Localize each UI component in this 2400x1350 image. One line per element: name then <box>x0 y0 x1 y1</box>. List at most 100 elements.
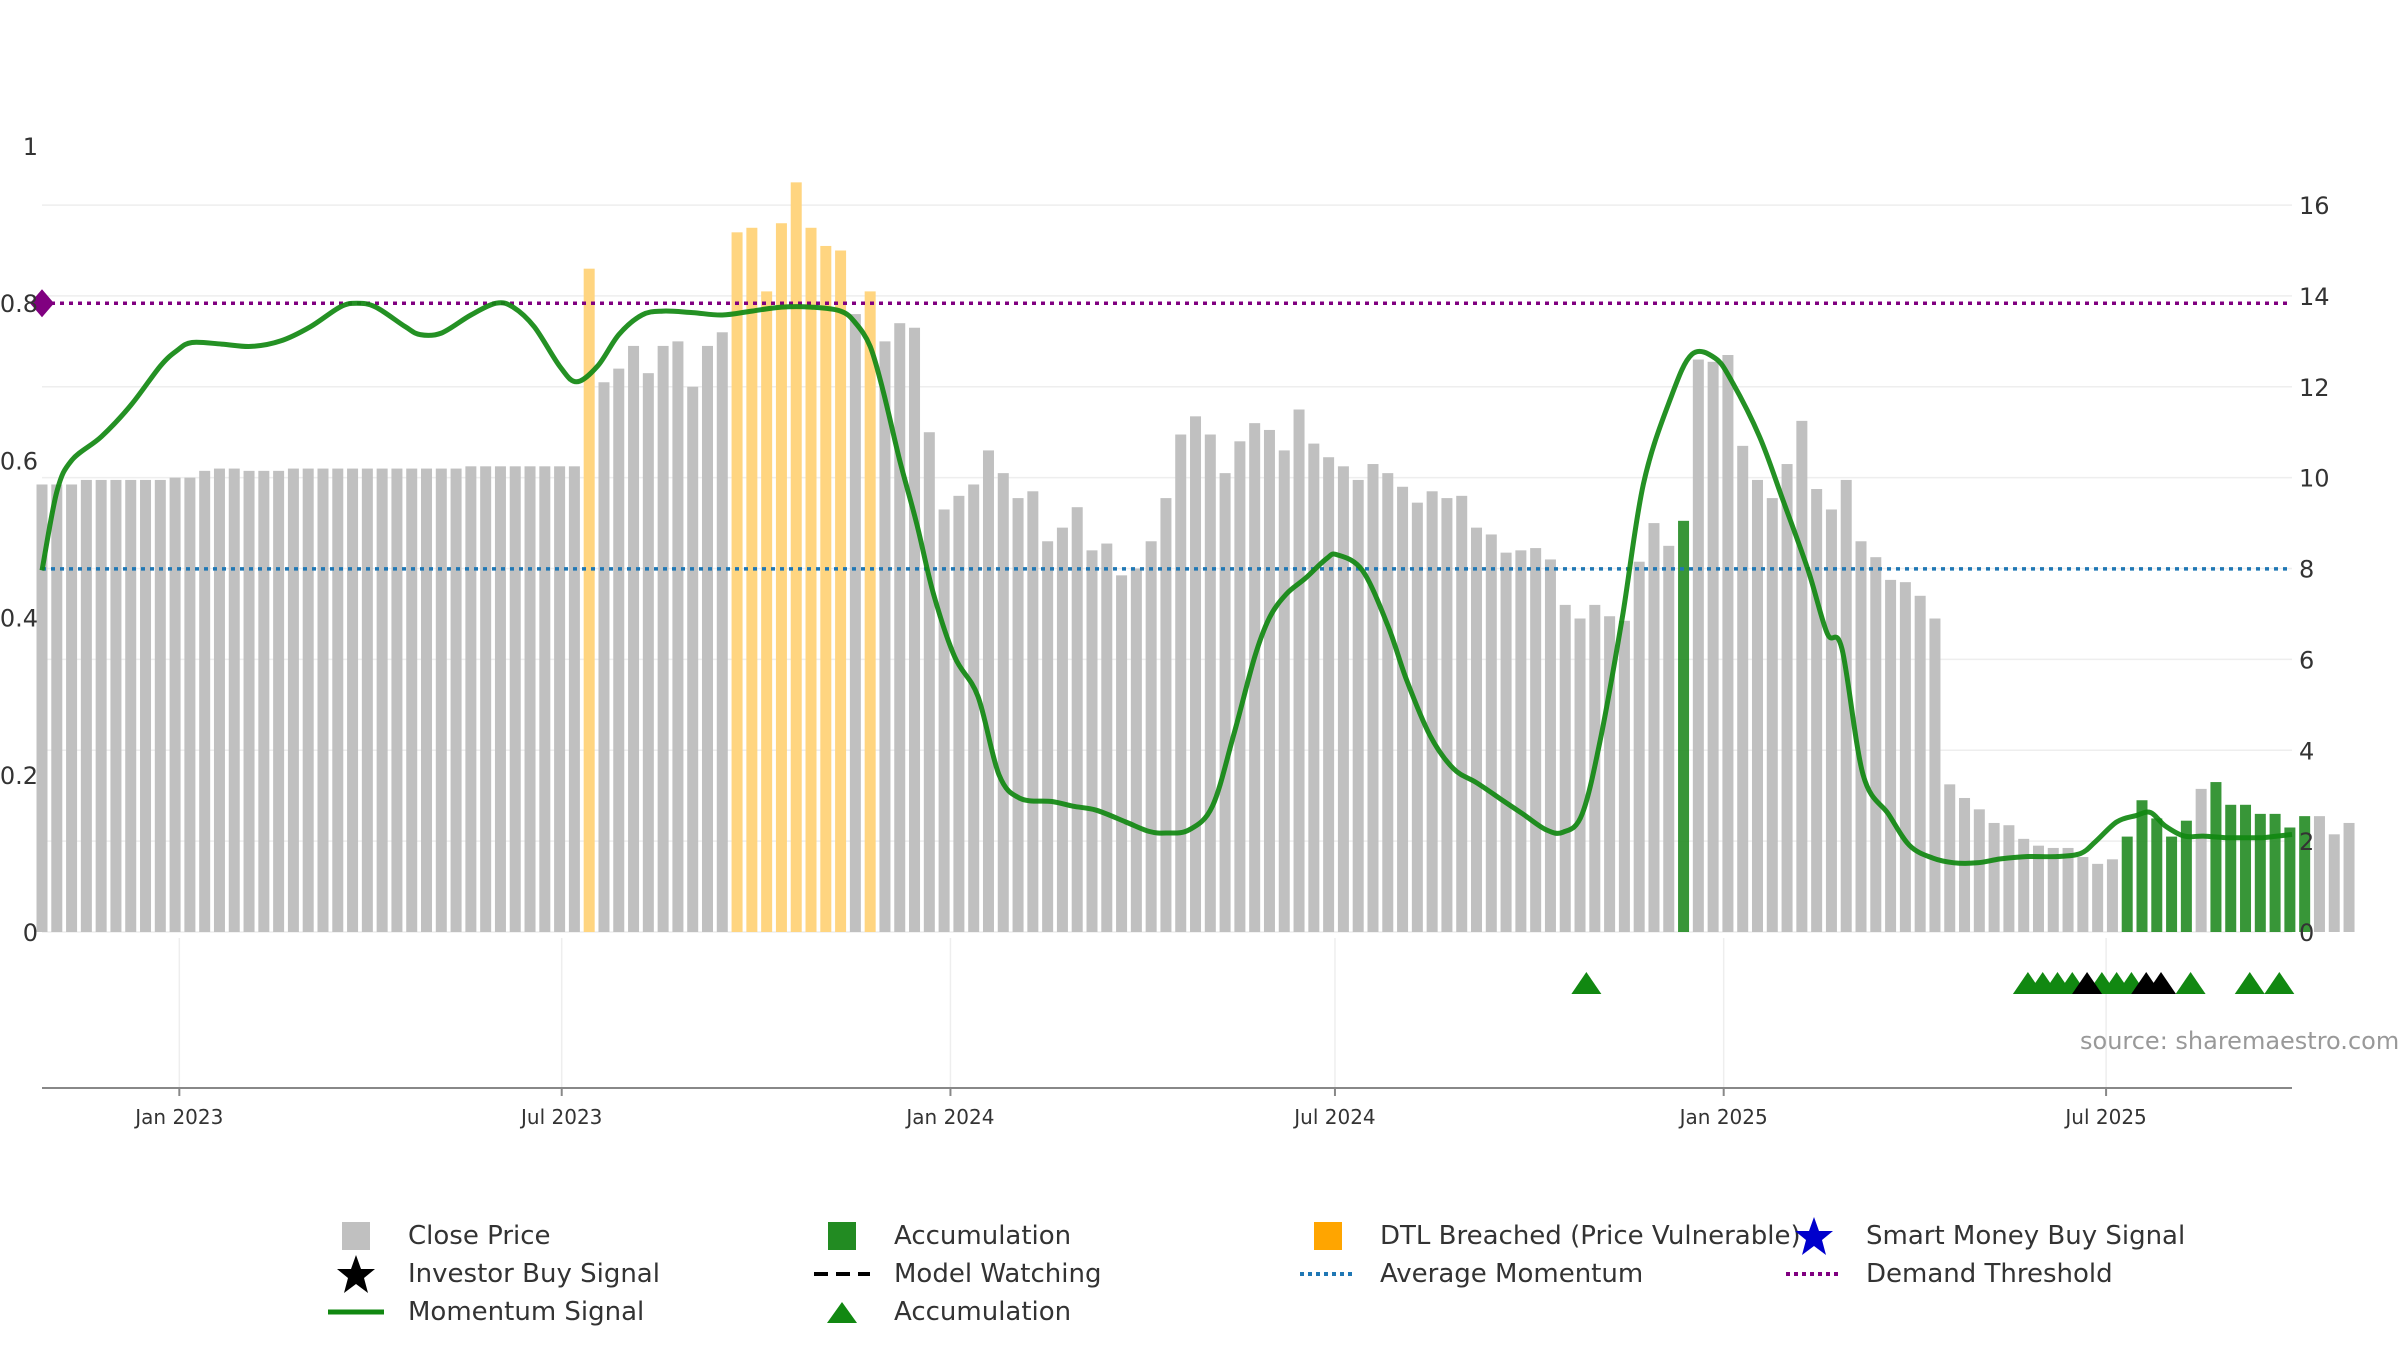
price-bar <box>1308 443 1320 932</box>
price-bar <box>1678 520 1690 932</box>
price-bar <box>1737 445 1749 932</box>
price-bar <box>36 484 48 932</box>
price-bar <box>746 227 758 933</box>
close-price-swatch <box>320 1218 392 1254</box>
price-bar <box>1086 550 1098 932</box>
price-bar <box>583 268 595 932</box>
price-bar <box>1929 618 1941 932</box>
accumulation-marker <box>2234 972 2265 994</box>
price-bar <box>66 484 78 932</box>
legend-label: Accumulation <box>894 1221 1072 1251</box>
legend-item-close-price: Close Price <box>320 1218 551 1254</box>
price-bar <box>879 341 891 933</box>
price-bar <box>687 386 699 932</box>
price-bar <box>1012 498 1024 932</box>
signal-markers <box>1571 972 2295 994</box>
price-bar <box>125 479 137 932</box>
legend-label: DTL Breached (Price Vulnerable) <box>1380 1221 1801 1251</box>
price-bar <box>465 466 477 932</box>
price-bar <box>568 466 580 932</box>
price-bar <box>1219 473 1231 932</box>
price-bar <box>1263 429 1275 932</box>
investor-buy-marker <box>2072 972 2103 994</box>
legend-item-dtl-breached: DTL Breached (Price Vulnerable) <box>1292 1218 1801 1254</box>
price-bar <box>1471 527 1483 932</box>
price-bar <box>524 466 536 932</box>
price-bar <box>95 479 107 932</box>
price-bar <box>628 345 640 933</box>
y-left-tick-label: 0.6 <box>0 447 38 475</box>
price-bar <box>1160 498 1172 932</box>
price-bar <box>701 345 713 933</box>
legend-item-demand-threshold: Demand Threshold <box>1778 1256 2113 1292</box>
price-bar <box>613 368 625 932</box>
price-bar <box>923 432 935 932</box>
y-right-tick-label: 14 <box>2299 283 2330 311</box>
reference-lines <box>30 289 2292 571</box>
price-bar <box>2032 845 2044 932</box>
price-bar <box>2254 813 2266 932</box>
price-bar <box>982 450 994 932</box>
x-tick-label: Jul 2023 <box>519 1105 602 1129</box>
price-bar <box>1633 561 1645 932</box>
legend-item-momentum-signal: Momentum Signal <box>320 1294 644 1330</box>
price-bar <box>598 382 610 932</box>
y-right-tick-label: 0 <box>2299 919 2314 947</box>
price-bar <box>421 468 433 932</box>
price-bar <box>2121 836 2133 932</box>
x-tick-label: Jan 2023 <box>133 1105 223 1129</box>
price-bar <box>1840 479 1852 932</box>
price-bar <box>1500 552 1512 932</box>
price-bar <box>642 373 654 933</box>
price-bar <box>1441 498 1453 932</box>
price-bar <box>2328 834 2340 932</box>
price-bar <box>1323 457 1335 932</box>
price-bar <box>2047 847 2059 932</box>
price-bar <box>258 470 270 932</box>
y-right-tick-label: 12 <box>2299 374 2330 402</box>
price-bar <box>1574 618 1586 932</box>
price-bar <box>1234 441 1246 932</box>
investor-buy-marker <box>2146 972 2177 994</box>
star-icon <box>1778 1217 1850 1255</box>
price-bar <box>1367 464 1379 932</box>
price-bar <box>1485 534 1497 932</box>
price-bar <box>480 466 492 932</box>
price-bar <box>761 291 773 932</box>
price-bar <box>1056 527 1068 932</box>
star-icon <box>320 1255 392 1293</box>
y-right-tick-label: 2 <box>2299 828 2314 856</box>
dotted-line-swatch <box>1778 1256 1850 1292</box>
price-bar <box>1914 595 1926 932</box>
legend-label: Accumulation <box>894 1297 1072 1327</box>
price-bar <box>1293 409 1305 932</box>
legend-label: Model Watching <box>894 1259 1102 1289</box>
price-bar <box>169 477 181 932</box>
price-bar <box>2299 816 2311 932</box>
price-bar <box>1352 479 1364 932</box>
price-bar <box>1870 557 1882 932</box>
price-bar <box>1855 541 1867 932</box>
price-bar <box>672 341 684 933</box>
dtl-breached-swatch <box>1292 1218 1364 1254</box>
price-bar <box>199 470 211 932</box>
price-bar <box>657 345 669 933</box>
x-tick-label: Jan 2024 <box>904 1105 994 1129</box>
price-bar <box>1337 466 1349 932</box>
price-bar <box>140 479 152 932</box>
price-bar <box>909 327 921 932</box>
price-bar <box>1515 550 1527 932</box>
legend-label: Average Momentum <box>1380 1259 1644 1289</box>
momentum-signal <box>39 300 2293 866</box>
price-bar <box>184 477 196 932</box>
price-bar <box>1042 541 1054 932</box>
accumulation-marker <box>2264 972 2295 994</box>
legend-label: Close Price <box>408 1221 551 1251</box>
price-bar <box>2136 800 2148 932</box>
legend-label: Demand Threshold <box>1866 1259 2113 1289</box>
price-bar <box>1811 489 1823 932</box>
price-bar <box>1530 548 1542 932</box>
triangle-icon <box>806 1294 878 1330</box>
price-bar <box>1175 434 1187 932</box>
